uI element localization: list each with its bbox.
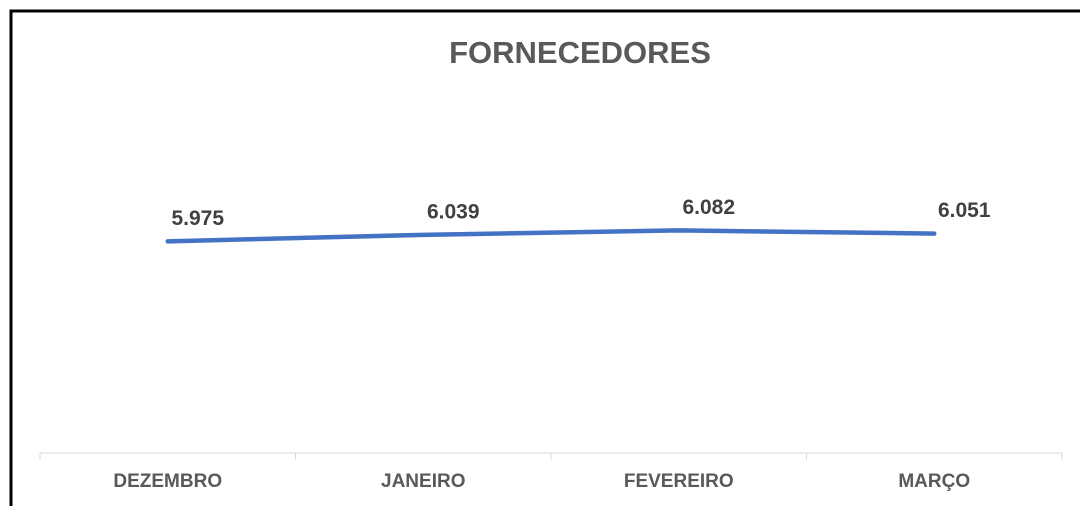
x-tick-label: DEZEMBRO [113,471,222,492]
x-tick-label: JANEIRO [381,471,465,492]
data-label: 6.051 [938,199,991,222]
x-tick-label: MARÇO [898,471,970,492]
line [165,228,937,244]
chart-title: FORNECEDORES [449,35,711,70]
data-label: 6.082 [682,196,735,219]
x-tick-label: FEVEREIRO [624,471,734,492]
data-label: 6.039 [427,200,480,223]
data-label: 5.975 [171,207,224,230]
frame [9,9,1080,506]
